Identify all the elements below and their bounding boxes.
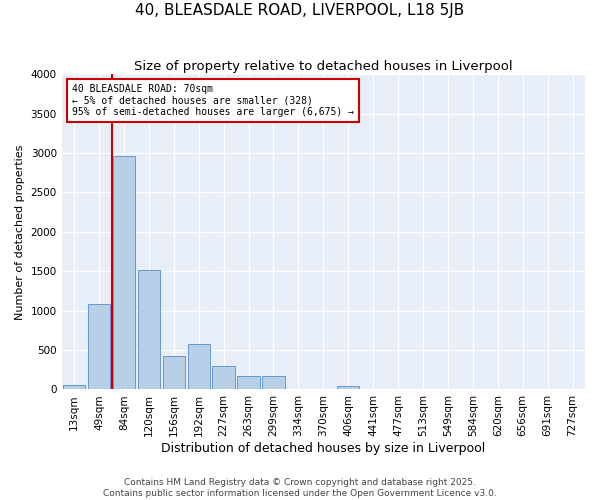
Bar	[113, 156, 135, 390]
Text: 40 BLEASDALE ROAD: 70sqm
← 5% of detached houses are smaller (328)
95% of semi-d: 40 BLEASDALE ROAD: 70sqm ← 5% of detache…	[72, 84, 354, 117]
Bar	[337, 386, 359, 390]
Bar	[262, 376, 285, 390]
Bar	[63, 384, 85, 390]
Bar	[212, 366, 235, 390]
Y-axis label: Number of detached properties: Number of detached properties	[15, 144, 25, 320]
Bar	[188, 344, 210, 390]
Bar	[238, 376, 260, 390]
Text: 40, BLEASDALE ROAD, LIVERPOOL, L18 5JB: 40, BLEASDALE ROAD, LIVERPOOL, L18 5JB	[136, 2, 464, 18]
Text: Contains HM Land Registry data © Crown copyright and database right 2025.
Contai: Contains HM Land Registry data © Crown c…	[103, 478, 497, 498]
Bar	[137, 270, 160, 390]
X-axis label: Distribution of detached houses by size in Liverpool: Distribution of detached houses by size …	[161, 442, 485, 455]
Bar	[163, 356, 185, 390]
Title: Size of property relative to detached houses in Liverpool: Size of property relative to detached ho…	[134, 60, 512, 73]
Bar	[88, 304, 110, 390]
